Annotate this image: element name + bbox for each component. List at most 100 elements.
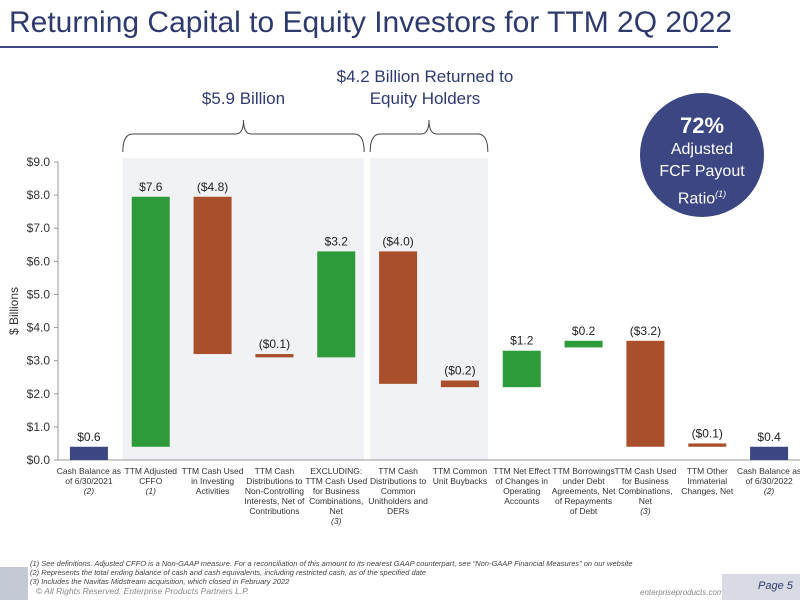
y-tick-label: $5.0 (27, 287, 51, 301)
payout-ratio-line2: FCF Payout (659, 163, 745, 180)
category-label-7: Operating (503, 486, 541, 496)
category-note-11: (2) (764, 486, 775, 496)
y-tick-label: $3.0 (27, 354, 51, 368)
chart-bars (69, 196, 789, 460)
category-label-6: TTM Common (433, 466, 488, 476)
y-tick-label: $9.0 (27, 155, 51, 169)
copyright-text: © All Rights Reserved. Enterprise Produc… (36, 586, 250, 596)
payout-ratio-percent: 72% (679, 113, 725, 138)
page-tab (722, 574, 800, 600)
category-label-4: EXCLUDING: (310, 466, 362, 476)
y-tick-label: $0.0 (27, 453, 51, 467)
highlight-shading (122, 158, 488, 460)
category-label-4: Combinations, (309, 496, 363, 506)
category-label-10: Immaterial (687, 476, 727, 486)
category-label-6: Unit Buybacks (433, 476, 487, 486)
category-label-7: Accounts (504, 496, 539, 506)
category-label-4: TTM Cash Used (305, 476, 367, 486)
bar-11 (750, 446, 789, 460)
category-label-9: TTM Cash Used (614, 466, 676, 476)
category-label-3: Contributions (249, 506, 299, 516)
bar-8 (564, 340, 603, 348)
data-label-4: $3.2 (325, 234, 349, 248)
data-label-6: ($0.2) (444, 364, 475, 378)
payout-ratio-note: (1) (715, 189, 727, 199)
bar-9 (626, 340, 665, 447)
y-tick-label: $2.0 (27, 387, 51, 401)
brace-label-returned-line1: $4.2 Billion Returned to (336, 67, 514, 86)
category-label-3: TTM Cash (255, 466, 295, 476)
bar-2 (193, 196, 232, 355)
brace-sources (122, 119, 365, 153)
category-label-5: Common (381, 486, 416, 496)
category-label-11: Cash Balance as (737, 466, 800, 476)
category-label-8: under Debt (563, 476, 606, 486)
category-label-3: Interests, Net of (244, 496, 305, 506)
y-tick-label: $1.0 (27, 420, 51, 434)
data-label-10: ($0.1) (692, 426, 723, 440)
category-label-8: TTM Borrowings (552, 466, 614, 476)
bar-5 (379, 251, 418, 384)
y-axis-title: $ Billions (7, 287, 21, 335)
category-label-4: Net (330, 506, 344, 516)
website-link[interactable]: enterpriseproducts.com (640, 588, 724, 597)
payout-ratio-line1: Adjusted (670, 141, 734, 158)
payout-ratio-line3: Ratio(1) (677, 189, 727, 208)
brace-label-total-sources: $5.9 Billion (201, 89, 286, 108)
data-label-2: ($4.8) (197, 180, 228, 194)
category-label-9: Combinations, (618, 486, 672, 496)
category-note-0: (2) (84, 486, 95, 496)
footnote-2: (2) Represents the total ending balance … (30, 568, 427, 577)
footnote-3: (3) Includes the Navitas Midstream acqui… (30, 577, 290, 586)
category-label-1: CFFO (139, 476, 163, 486)
y-tick-label: $8.0 (27, 188, 51, 202)
bar-0 (69, 446, 108, 460)
data-label-7: $1.2 (510, 334, 534, 348)
chart-axes: $0.0 $1.0 $2.0 $3.0 $4.0 $5.0 $6.0 $7.0 $8.0 $9.0… (7, 155, 800, 467)
category-label-8: Agreements, Net (552, 486, 616, 496)
y-tick-label: $7.0 (27, 221, 51, 235)
category-label-8: of Repayments (555, 496, 612, 506)
data-label-3: ($0.1) (259, 337, 290, 351)
waterfall-chart: $0.0 $1.0 $2.0 $3.0 $4.0 $5.0 $6.0 $7.0 $8.0 $9.0… (7, 119, 800, 526)
category-label-9: Net (639, 496, 653, 506)
category-label-0: Cash Balance as (57, 466, 121, 476)
category-label-10: TTM Other (687, 466, 728, 476)
bar-7 (502, 350, 541, 388)
bar-3 (255, 354, 294, 358)
footnote-1: (1) See definitions. Adjusted CFFO is a … (30, 559, 633, 568)
category-label-3: Non-Controlling (245, 486, 304, 496)
y-tick-label: $6.0 (27, 254, 51, 268)
page-number: Page 5 (758, 580, 793, 592)
category-label-7: of Changes in (496, 476, 549, 486)
category-note-1: (1) (146, 486, 157, 496)
page-title: Returning Capital to Equity Investors fo… (9, 6, 733, 39)
category-label-8: of Debt (570, 506, 598, 516)
data-label-11: $0.4 (757, 430, 781, 444)
data-label-5: ($4.0) (382, 234, 413, 248)
category-label-5: TTM Cash (378, 466, 418, 476)
category-label-5: Distributions to (370, 476, 426, 486)
category-label-4: for Business (313, 486, 360, 496)
category-label-7: TTM Net Effect (493, 466, 551, 476)
category-label-9: for Business (622, 476, 669, 486)
category-note-4: (3) (331, 516, 342, 526)
bar-6 (440, 380, 479, 388)
category-label-1: TTM Adjusted (125, 466, 178, 476)
category-label-2: TTM Cash Used (182, 466, 244, 476)
data-label-8: $0.2 (572, 324, 596, 338)
data-label-1: $7.6 (139, 180, 163, 194)
title-divider (0, 46, 718, 48)
data-label-9: ($3.2) (630, 324, 661, 338)
bar-10 (688, 443, 727, 447)
chart-braces (122, 119, 489, 153)
brace-label-returned-line2: Equity Holders (369, 89, 481, 108)
category-label-11: of 6/30/2022 (745, 476, 793, 486)
category-label-5: Unitholders and (368, 496, 428, 506)
category-label-5: DERs (387, 506, 409, 516)
category-label-2: in Investing (191, 476, 234, 486)
data-label-0: $0.6 (77, 430, 101, 444)
category-note-9: (3) (640, 506, 651, 516)
category-label-10: Changes, Net (681, 486, 734, 496)
